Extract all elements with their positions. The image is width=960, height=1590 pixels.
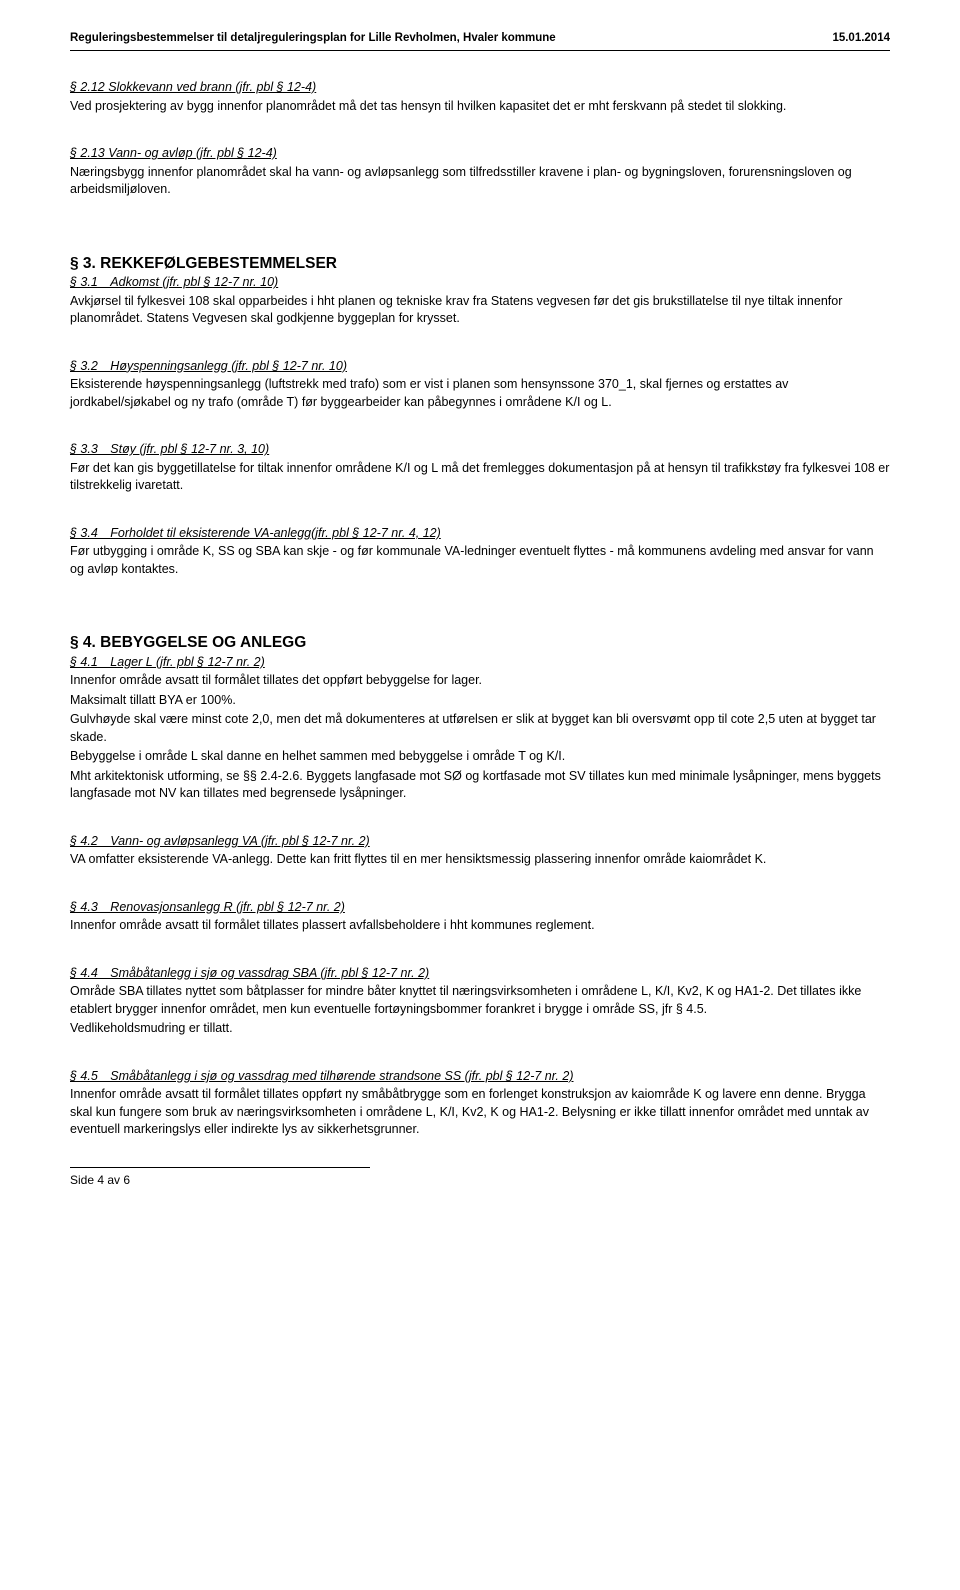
section-4-1-p5: Mht arkitektonisk utforming, se §§ 2.4-2…: [70, 768, 890, 803]
section-2-13-body: Næringsbygg innenfor planområdet skal ha…: [70, 164, 890, 199]
section-4-5-title: § 4.5 Småbåtanlegg i sjø og vassdrag med…: [70, 1068, 890, 1086]
section-4-4-p2: Vedlikeholdsmudring er tillatt.: [70, 1020, 890, 1038]
section-2-12-body: Ved prosjektering av bygg innenfor plano…: [70, 98, 890, 116]
section-4-1-p1: Innenfor område avsatt til formålet till…: [70, 672, 890, 690]
section-4-1-title: § 4.1 Lager L (jfr. pbl § 12-7 nr. 2): [70, 654, 890, 672]
section-3-title: § 3. REKKEFØLGEBESTEMMELSER: [70, 253, 890, 275]
section-4-5-body: Innenfor område avsatt til formålet till…: [70, 1086, 890, 1139]
section-3-4-title: § 3.4 Forholdet til eksisterende VA-anle…: [70, 525, 890, 543]
page-number: Side 4 av 6: [70, 1172, 890, 1189]
section-3-3-body: Før det kan gis byggetillatelse for tilt…: [70, 460, 890, 495]
section-4-4-p1: Område SBA tillates nyttet som båtplasse…: [70, 983, 890, 1018]
page-header: Reguleringsbestemmelser til detaljregule…: [70, 30, 890, 46]
section-3-1-title: § 3.1 Adkomst (jfr. pbl § 12-7 nr. 10): [70, 274, 890, 292]
section-4-2-body: VA omfatter eksisterende VA-anlegg. Dett…: [70, 851, 890, 869]
section-3-2-body: Eksisterende høyspenningsanlegg (luftstr…: [70, 376, 890, 411]
section-2-13-title: § 2.13 Vann- og avløp (jfr. pbl § 12-4): [70, 145, 890, 163]
section-4-2-title: § 4.2 Vann- og avløpsanlegg VA (jfr. pbl…: [70, 833, 890, 851]
section-4-1-p3: Gulvhøyde skal være minst cote 2,0, men …: [70, 711, 890, 746]
section-3-1-body: Avkjørsel til fylkesvei 108 skal opparbe…: [70, 293, 890, 328]
footer-rule: [70, 1167, 370, 1168]
section-2-12-title: § 2.12 Slokkevann ved brann (jfr. pbl § …: [70, 79, 890, 97]
section-3-2-title: § 3.2 Høyspenningsanlegg (jfr. pbl § 12-…: [70, 358, 890, 376]
section-4-3-body: Innenfor område avsatt til formålet till…: [70, 917, 890, 935]
header-left: Reguleringsbestemmelser til detaljregule…: [70, 30, 556, 46]
header-rule: [70, 50, 890, 51]
header-right: 15.01.2014: [832, 30, 890, 46]
section-3-4-body: Før utbygging i område K, SS og SBA kan …: [70, 543, 890, 578]
section-4-title: § 4. BEBYGGELSE OG ANLEGG: [70, 632, 890, 654]
section-4-1-p2: Maksimalt tillatt BYA er 100%.: [70, 692, 890, 710]
section-4-1-p4: Bebyggelse i område L skal danne en helh…: [70, 748, 890, 766]
section-4-3-title: § 4.3 Renovasjonsanlegg R (jfr. pbl § 12…: [70, 899, 890, 917]
section-4-4-title: § 4.4 Småbåtanlegg i sjø og vassdrag SBA…: [70, 965, 890, 983]
section-3-3-title: § 3.3 Støy (jfr. pbl § 12-7 nr. 3, 10): [70, 441, 890, 459]
